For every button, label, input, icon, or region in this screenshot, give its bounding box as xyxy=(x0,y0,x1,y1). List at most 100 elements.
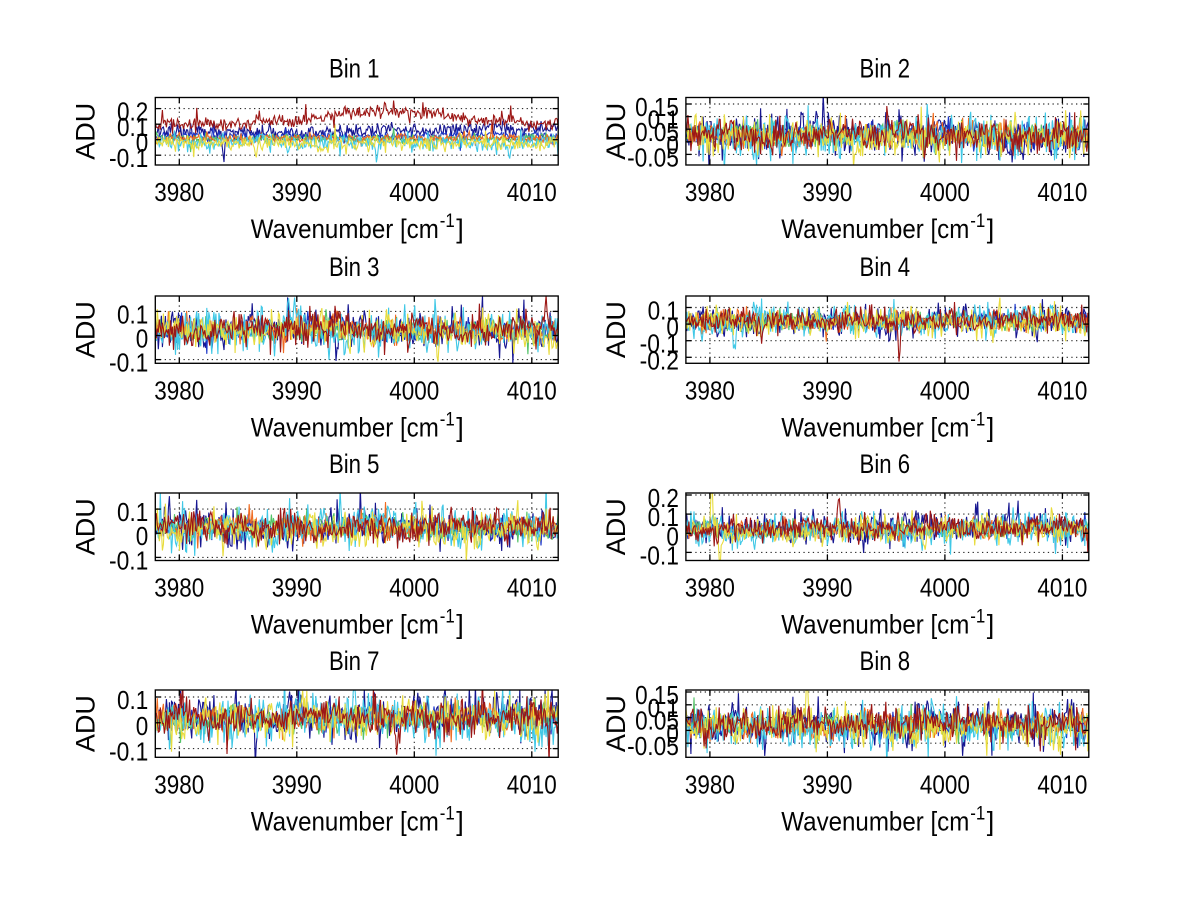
svg-text:3990: 3990 xyxy=(272,573,322,603)
svg-text:Bin 3: Bin 3 xyxy=(329,252,380,282)
svg-text:0: 0 xyxy=(666,312,679,342)
svg-text:Wavenumber [cm: Wavenumber [cm xyxy=(781,610,969,640)
svg-text:4010: 4010 xyxy=(1037,573,1087,603)
svg-text:0.05: 0.05 xyxy=(635,117,679,147)
svg-text:3980: 3980 xyxy=(685,573,735,603)
svg-text:4010: 4010 xyxy=(507,177,557,207)
svg-text:4010: 4010 xyxy=(507,769,557,799)
svg-text:0: 0 xyxy=(666,521,679,551)
svg-text:Wavenumber [cm: Wavenumber [cm xyxy=(781,214,969,244)
svg-text:4010: 4010 xyxy=(507,573,557,603)
svg-text:Bin 2: Bin 2 xyxy=(860,54,911,84)
svg-text:-0.05: -0.05 xyxy=(627,142,679,172)
svg-text:-1: -1 xyxy=(970,211,985,232)
svg-text:3990: 3990 xyxy=(272,375,322,405)
svg-text:-1: -1 xyxy=(440,211,455,232)
svg-text:0.05: 0.05 xyxy=(635,706,679,736)
svg-text:Bin 7: Bin 7 xyxy=(329,646,380,676)
svg-text:Wavenumber [cm: Wavenumber [cm xyxy=(251,412,439,442)
svg-text:3980: 3980 xyxy=(154,177,204,207)
svg-text:ADU: ADU xyxy=(601,103,631,160)
svg-text:0: 0 xyxy=(666,130,679,160)
svg-text:0: 0 xyxy=(136,128,149,158)
svg-text:0.1: 0.1 xyxy=(648,296,679,326)
svg-text:Bin 6: Bin 6 xyxy=(860,449,911,479)
svg-text:4000: 4000 xyxy=(389,375,439,405)
svg-text:0.2: 0.2 xyxy=(648,483,679,513)
svg-text:0: 0 xyxy=(136,711,149,741)
svg-text:-0.1: -0.1 xyxy=(640,540,679,570)
svg-text:ADU: ADU xyxy=(70,695,100,752)
svg-text:]: ] xyxy=(987,412,995,442)
svg-text:4000: 4000 xyxy=(920,177,970,207)
svg-text:Bin 4: Bin 4 xyxy=(860,252,911,282)
svg-text:]: ] xyxy=(456,610,464,640)
svg-text:0.2: 0.2 xyxy=(117,97,148,127)
svg-text:Wavenumber [cm: Wavenumber [cm xyxy=(781,806,969,836)
svg-text:4000: 4000 xyxy=(389,177,439,207)
svg-text:4000: 4000 xyxy=(389,769,439,799)
svg-text:3980: 3980 xyxy=(685,375,735,405)
svg-text:]: ] xyxy=(987,806,995,836)
svg-text:4010: 4010 xyxy=(1037,769,1087,799)
svg-text:]: ] xyxy=(456,806,464,836)
svg-text:ADU: ADU xyxy=(601,695,631,752)
svg-text:3990: 3990 xyxy=(272,769,322,799)
svg-text:ADU: ADU xyxy=(601,498,631,555)
svg-text:3990: 3990 xyxy=(272,177,322,207)
svg-text:0: 0 xyxy=(136,324,149,354)
svg-text:ADU: ADU xyxy=(70,103,100,160)
svg-text:]: ] xyxy=(987,610,995,640)
svg-text:0: 0 xyxy=(136,521,149,551)
svg-text:0.1: 0.1 xyxy=(117,299,148,329)
svg-text:Bin 8: Bin 8 xyxy=(860,646,911,676)
svg-text:3980: 3980 xyxy=(154,573,204,603)
svg-text:Bin 1: Bin 1 xyxy=(329,54,380,84)
svg-text:0.1: 0.1 xyxy=(648,502,679,532)
svg-text:ADU: ADU xyxy=(601,301,631,358)
svg-text:Bin 5: Bin 5 xyxy=(329,449,380,479)
svg-text:Wavenumber [cm: Wavenumber [cm xyxy=(251,214,439,244)
svg-text:0.1: 0.1 xyxy=(648,105,679,135)
svg-text:Wavenumber [cm: Wavenumber [cm xyxy=(251,806,439,836)
svg-text:-0.1: -0.1 xyxy=(109,143,148,173)
svg-text:Wavenumber [cm: Wavenumber [cm xyxy=(781,412,969,442)
svg-text:-0.1: -0.1 xyxy=(109,737,148,767)
svg-text:]: ] xyxy=(987,214,995,244)
svg-text:3980: 3980 xyxy=(685,177,735,207)
svg-text:-1: -1 xyxy=(970,803,985,824)
svg-text:4010: 4010 xyxy=(1037,177,1087,207)
svg-text:3990: 3990 xyxy=(802,375,852,405)
svg-text:-0.1: -0.1 xyxy=(109,348,148,378)
svg-text:]: ] xyxy=(456,412,464,442)
svg-text:-0.1: -0.1 xyxy=(109,545,148,575)
svg-text:-1: -1 xyxy=(440,607,455,628)
svg-text:3980: 3980 xyxy=(154,375,204,405)
svg-text:4000: 4000 xyxy=(920,375,970,405)
svg-text:ADU: ADU xyxy=(70,498,100,555)
svg-text:3990: 3990 xyxy=(802,769,852,799)
svg-text:0.1: 0.1 xyxy=(117,112,148,142)
svg-text:4010: 4010 xyxy=(507,375,557,405)
svg-text:Wavenumber [cm: Wavenumber [cm xyxy=(251,610,439,640)
svg-text:-1: -1 xyxy=(970,607,985,628)
svg-text:ADU: ADU xyxy=(70,301,100,358)
svg-text:4000: 4000 xyxy=(920,769,970,799)
svg-text:-0.05: -0.05 xyxy=(627,731,679,761)
svg-text:]: ] xyxy=(456,214,464,244)
svg-text:0.1: 0.1 xyxy=(648,693,679,723)
svg-text:3990: 3990 xyxy=(802,177,852,207)
svg-text:4010: 4010 xyxy=(1037,375,1087,405)
svg-text:4000: 4000 xyxy=(920,573,970,603)
svg-text:0.15: 0.15 xyxy=(635,680,679,710)
svg-text:0.1: 0.1 xyxy=(117,497,148,527)
svg-text:3980: 3980 xyxy=(154,769,204,799)
svg-text:4000: 4000 xyxy=(389,573,439,603)
svg-text:0.1: 0.1 xyxy=(117,685,148,715)
svg-text:0.15: 0.15 xyxy=(635,92,679,122)
svg-text:-1: -1 xyxy=(440,409,455,430)
svg-text:-0.1: -0.1 xyxy=(640,329,679,359)
svg-text:0: 0 xyxy=(666,718,679,748)
svg-text:3990: 3990 xyxy=(802,573,852,603)
svg-text:-0.2: -0.2 xyxy=(640,345,679,375)
